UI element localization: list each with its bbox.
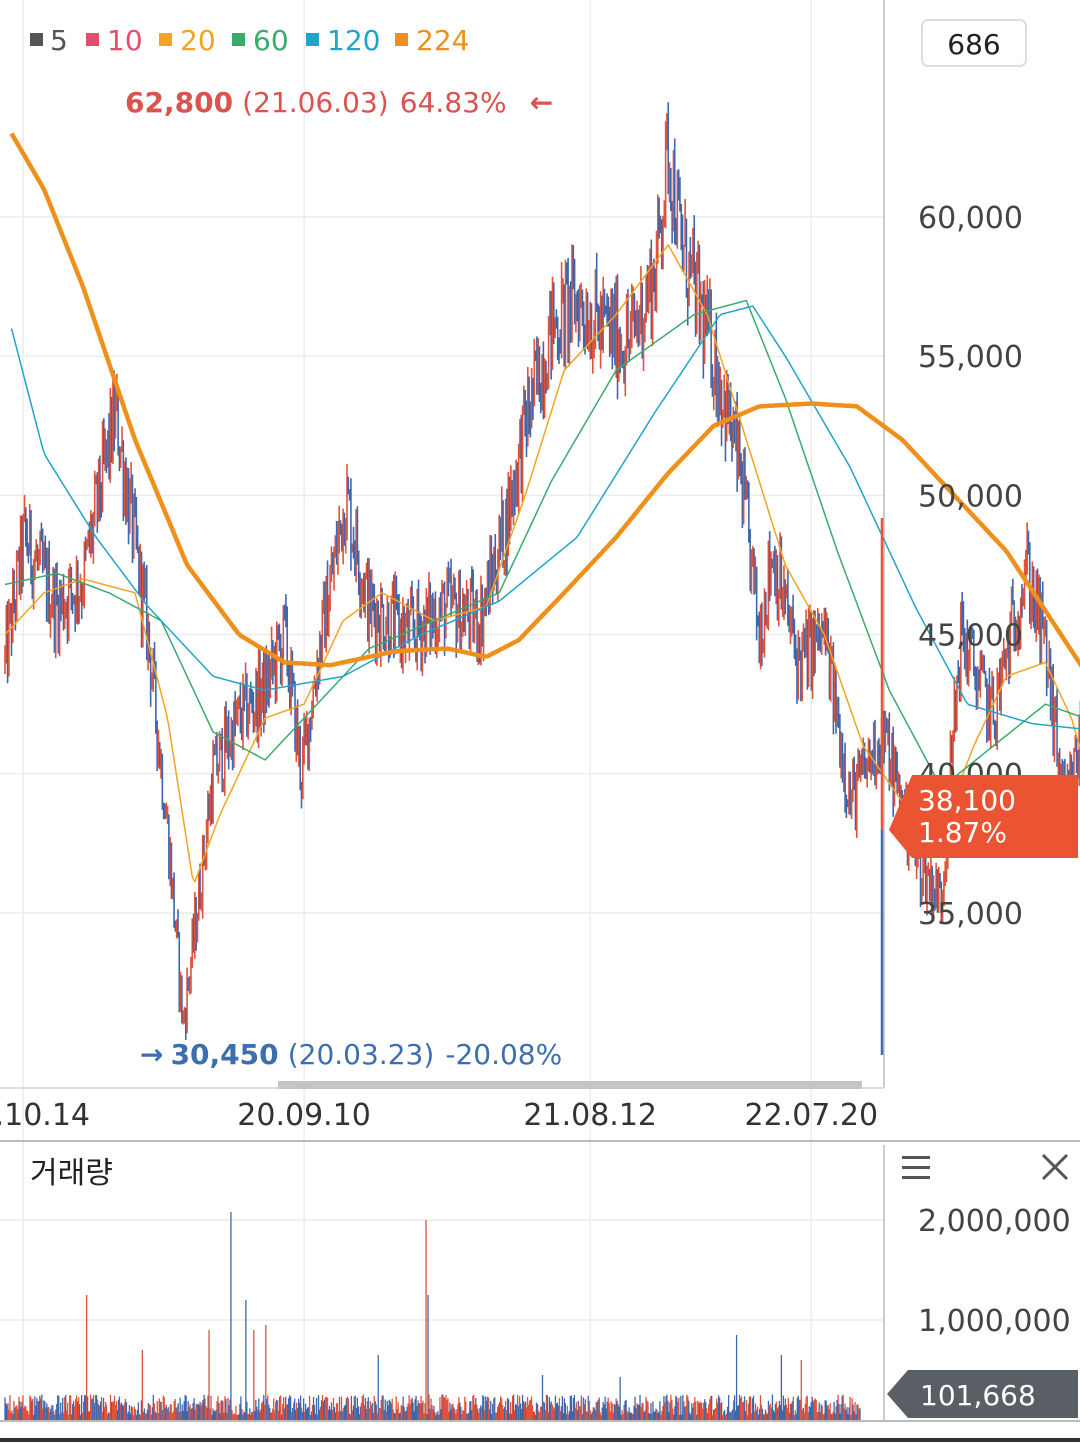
price-tick-label: 55,000	[918, 340, 1023, 375]
current-price: 38,100	[918, 784, 1016, 817]
ma-line-224	[9, 132, 1080, 668]
legend-swatch-5	[30, 33, 43, 46]
volume-axis: 2,000,000 1,000,000	[918, 1204, 1071, 1339]
hamburger-icon[interactable]	[902, 1156, 930, 1179]
close-icon[interactable]	[1041, 1153, 1069, 1181]
volume-tick-label: 2,000,000	[918, 1204, 1071, 1239]
legend-label-10: 10	[107, 24, 143, 57]
legend-swatch-224	[395, 33, 408, 46]
high-date: (21.06.03)	[242, 86, 389, 119]
price-tick-label: 50,000	[918, 479, 1023, 514]
legend-label-60: 60	[253, 24, 289, 57]
date-tick-label: 19.10.14	[0, 1098, 90, 1133]
price-tick-label: 45,000	[918, 619, 1023, 654]
volume-gridlines	[0, 1219, 884, 1321]
legend-label-120: 120	[327, 24, 380, 57]
low-pct: -20.08%	[445, 1038, 562, 1071]
date-axis: 19.10.14 20.09.10 21.08.12 22.07.20	[0, 1098, 878, 1133]
volume-bars	[4, 1212, 861, 1420]
ma-line-120	[10, 305, 1080, 730]
count-box-value: 686	[947, 28, 1000, 61]
count-box[interactable]	[921, 19, 1027, 67]
volume-title: 거래량	[30, 1156, 113, 1191]
high-pct: 64.83%	[400, 86, 507, 119]
date-tick-label: 21.08.12	[523, 1098, 657, 1133]
low-date: (20.03.23)	[288, 1038, 435, 1071]
high-arrow-icon: ←	[530, 86, 553, 119]
high-value: 62,800	[125, 86, 233, 119]
legend-label-5: 5	[50, 24, 68, 57]
volume-tick-label: 1,000,000	[918, 1304, 1071, 1339]
legend-swatch-20	[159, 33, 172, 46]
price-series	[4, 102, 1080, 1040]
date-tick-label: 22.07.20	[744, 1098, 878, 1133]
legend-label-224: 224	[416, 24, 469, 57]
low-annotation: → 30,450 (20.03.23) -20.08%	[140, 1038, 562, 1071]
legend-swatch-60	[232, 33, 245, 46]
legend: 5 10 20 60 120 224	[30, 24, 469, 57]
high-annotation: 62,800 (21.06.03) 64.83% ←	[125, 86, 553, 119]
price-gridlines	[0, 0, 884, 1421]
current-volume-tag	[887, 1370, 1078, 1418]
low-arrow-icon: →	[140, 1038, 163, 1071]
current-price-tag	[889, 775, 1078, 858]
price-tick-label: 35,000	[918, 897, 1023, 932]
current-change: 1.87%	[918, 816, 1007, 849]
price-tick-label: 60,000	[918, 201, 1023, 236]
low-value: 30,450	[171, 1038, 279, 1071]
legend-label-20: 20	[180, 24, 216, 57]
legend-swatch-10	[86, 33, 99, 46]
chart-scrollbar[interactable]	[278, 1081, 862, 1089]
current-volume: 101,668	[920, 1379, 1036, 1412]
legend-swatch-120	[306, 33, 319, 46]
date-tick-label: 20.09.10	[237, 1098, 371, 1133]
